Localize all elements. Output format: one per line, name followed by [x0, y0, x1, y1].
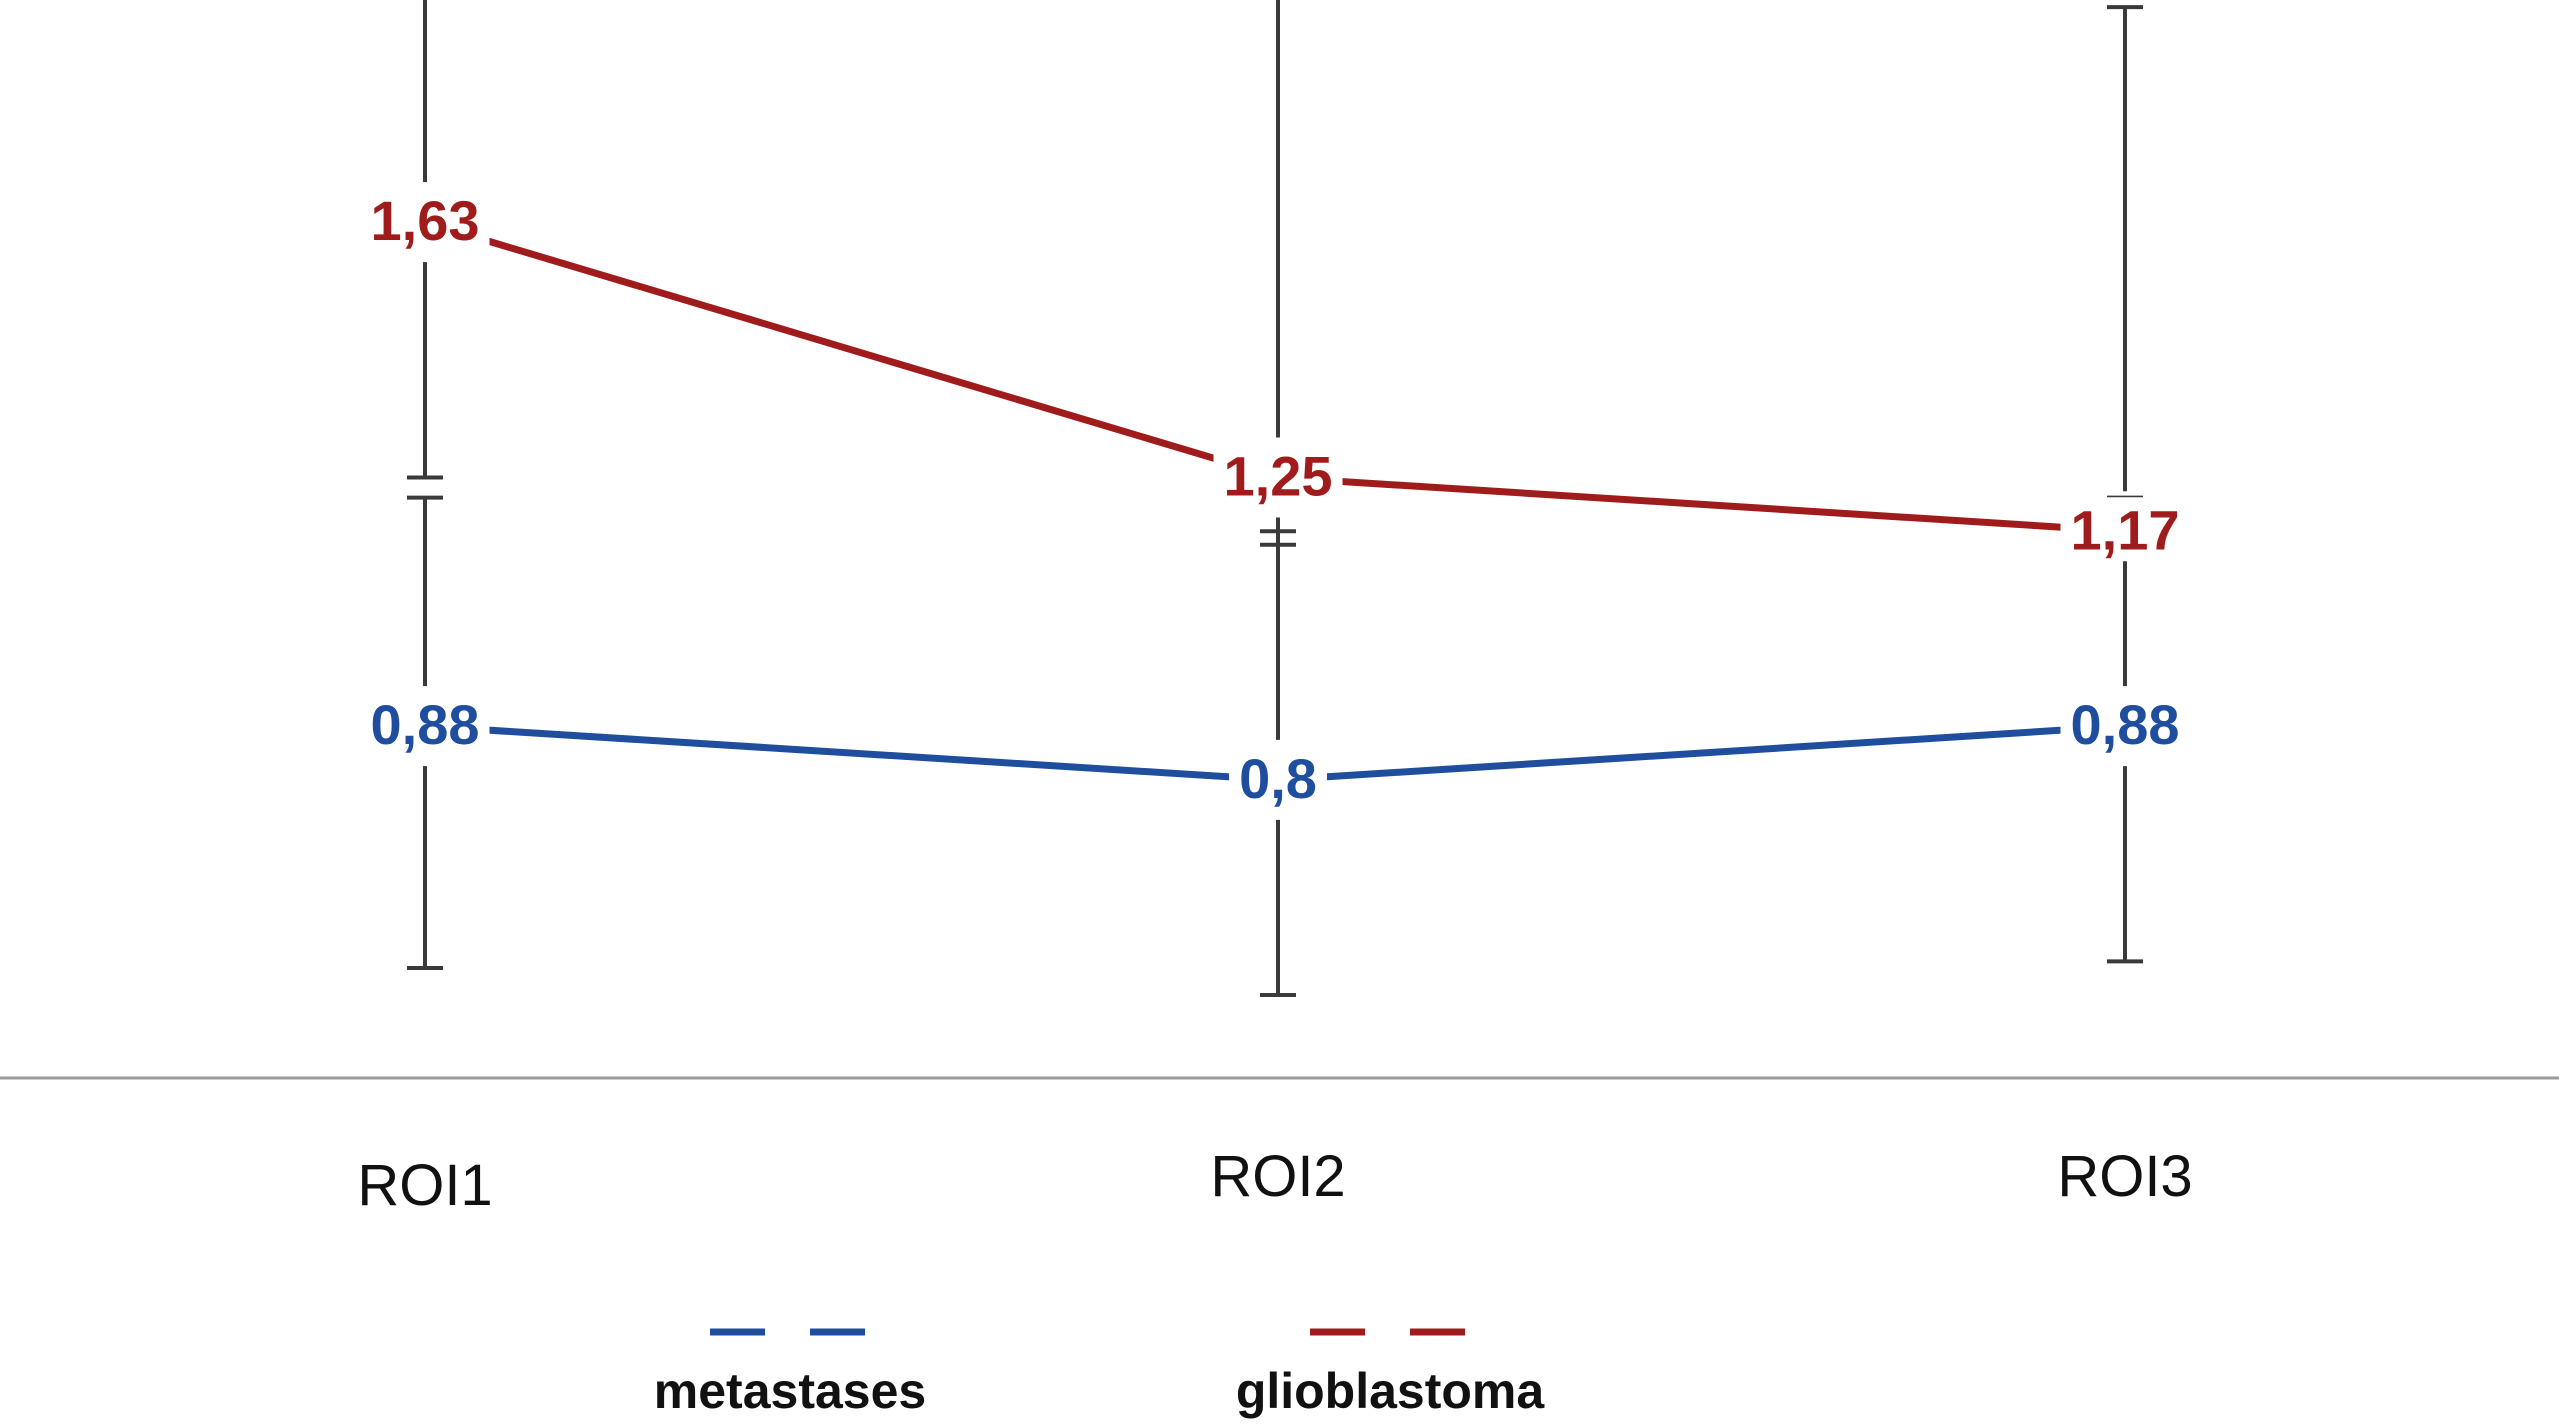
svg-text:0,88: 0,88 — [371, 693, 480, 756]
data-labels: 0,88 0,8 0,88 1,63 1,25 1,17 — [360, 188, 2190, 810]
legend: metastases glioblastoma — [654, 1328, 1546, 1419]
error-bar — [2107, 5, 2143, 527]
legend-item-glioblastoma: glioblastoma — [1236, 1328, 1546, 1419]
data-label: 1,17 — [2060, 497, 2190, 562]
error-bar — [1260, 0, 1296, 547]
legend-label: metastases — [654, 1363, 926, 1419]
error-bar — [407, 495, 443, 971]
x-tick-label: ROI3 — [2057, 1144, 2192, 1209]
x-tick-labels: ROI1 ROI2 ROI3 — [357, 1144, 2192, 1218]
legend-label: glioblastoma — [1236, 1363, 1546, 1419]
svg-text:0,88: 0,88 — [2071, 693, 2180, 756]
x-tick-label: ROI1 — [357, 1153, 492, 1218]
error-bar — [407, 0, 443, 480]
data-label: 0,88 — [2060, 692, 2190, 757]
legend-item-metastases: metastases — [654, 1328, 926, 1419]
x-tick-label: ROI2 — [1210, 1144, 1345, 1209]
data-label: 1,25 — [1213, 443, 1343, 508]
svg-text:0,8: 0,8 — [1239, 747, 1317, 810]
svg-text:1,63: 1,63 — [371, 189, 480, 252]
data-label: 0,88 — [360, 692, 490, 757]
data-label: 1,63 — [360, 188, 490, 253]
svg-text:1,25: 1,25 — [1224, 445, 1333, 508]
svg-text:1,17: 1,17 — [2071, 498, 2180, 561]
data-label: 0,8 — [1229, 745, 1327, 810]
error-bars — [407, 0, 2143, 997]
